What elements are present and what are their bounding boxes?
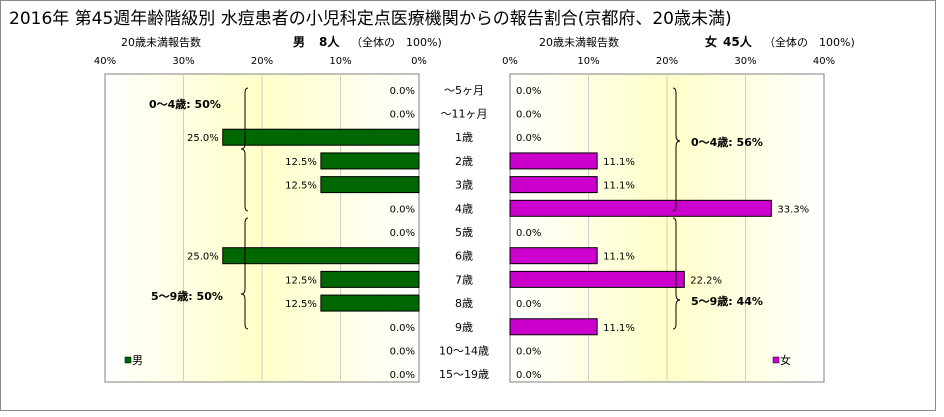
category-label: 6歳: [455, 250, 473, 263]
female-data-label: 33.3%: [777, 204, 809, 215]
male-legend-label: 男: [132, 354, 143, 367]
male-data-label: 25.0%: [187, 133, 219, 144]
male-data-label: 12.5%: [285, 181, 317, 192]
right-tick-label: 30%: [734, 56, 756, 67]
female-bar: [509, 247, 598, 265]
right-count-label: 45人: [723, 34, 753, 49]
male-data-label: 0.0%: [390, 110, 415, 121]
right-tick-label: 10%: [577, 56, 599, 67]
category-label: 7歳: [455, 273, 473, 286]
male-bar: [222, 247, 420, 265]
category-label: 2歳: [455, 155, 473, 168]
female-data-label: 0.0%: [516, 86, 541, 97]
right-annotation-5-9: 5～9歳: 44%: [691, 294, 763, 308]
category-label: 5歳: [455, 226, 473, 239]
male-data-label: 0.0%: [390, 346, 415, 357]
right-tick-label: 40%: [813, 56, 835, 67]
category-label: 15～19歳: [439, 368, 489, 381]
female-bar: [509, 270, 685, 288]
male-data-label: 0.0%: [390, 86, 415, 97]
female-bar: [509, 152, 598, 170]
right-annotation-0-4: 0～4歳: 56%: [691, 135, 763, 149]
category-label: ～5ヶ月: [444, 84, 484, 97]
category-label: 4歳: [455, 202, 473, 215]
left-count-label: 8人: [319, 34, 340, 49]
female-data-label: 11.1%: [603, 181, 635, 192]
male-data-label: 12.5%: [285, 299, 317, 310]
category-label: ～11ヶ月: [441, 108, 488, 121]
right-share-label: （全体の 100%): [764, 35, 855, 49]
female-bar: [509, 199, 772, 217]
female-data-label: 0.0%: [516, 370, 541, 381]
category-label: 1歳: [455, 131, 473, 144]
category-label: 3歳: [455, 179, 473, 192]
male-data-label: 12.5%: [285, 275, 317, 286]
left-brace-5-9: [240, 217, 249, 330]
chart-title: 2016年 第45週年齢階級別 水痘患者の小児科定点医療機関からの報告割合(京都…: [9, 9, 732, 29]
right-brace-5-9: [672, 217, 681, 330]
male-data-label: 25.0%: [187, 252, 219, 263]
female-bar: [509, 176, 598, 194]
right-brace-0-4: [672, 87, 681, 212]
left-sex-label: 男: [293, 35, 305, 49]
right-tick-label: 0%: [502, 56, 518, 67]
right-sex-label: 女: [705, 34, 717, 49]
male-bar: [222, 128, 420, 146]
right-tick-label: 20%: [656, 56, 678, 67]
left-caption: 20歳未満報告数: [121, 36, 201, 49]
male-data-label: 0.0%: [390, 204, 415, 215]
female-data-label: 11.1%: [603, 157, 635, 168]
left-annotation-5-9: 5～9歳: 50%: [151, 289, 223, 303]
left-annotation-0-4: 0～4歳: 50%: [149, 97, 221, 111]
female-legend-label: 女: [780, 353, 791, 367]
left-tick-label: 30%: [172, 56, 194, 67]
category-label: 9歳: [455, 321, 473, 334]
male-data-label: 0.0%: [390, 228, 415, 239]
male-legend-swatch: [124, 356, 132, 364]
left-tick-label: 20%: [251, 56, 273, 67]
female-data-label: 11.1%: [603, 252, 635, 263]
population-pyramid-chart: 20歳未満報告数 男 8人 （全体の 100%) 20歳未満報告数 女 45人 …: [94, 34, 855, 383]
female-data-label: 11.1%: [603, 323, 635, 334]
right-caption: 20歳未満報告数: [539, 36, 619, 49]
female-data-label: 0.0%: [516, 110, 541, 121]
male-bar: [320, 270, 420, 288]
chart-frame: 2016年 第45週年齢階級別 水痘患者の小児科定点医療機関からの報告割合(京都…: [0, 0, 936, 411]
female-data-label: 22.2%: [690, 275, 722, 286]
category-label: 10～14歳: [439, 344, 489, 357]
female-legend-swatch: [772, 356, 780, 364]
female-data-label: 0.0%: [516, 133, 541, 144]
female-bar: [509, 318, 598, 336]
left-share-label: （全体の 100%): [351, 35, 442, 49]
male-data-label: 12.5%: [285, 157, 317, 168]
category-label: 8歳: [455, 297, 473, 310]
left-brace-0-4: [240, 87, 249, 212]
male-bar: [320, 152, 420, 170]
left-tick-label: 10%: [329, 56, 351, 67]
male-data-label: 0.0%: [390, 370, 415, 381]
male-bar: [320, 294, 420, 312]
male-data-label: 0.0%: [390, 323, 415, 334]
male-bar: [320, 176, 420, 194]
female-data-label: 0.0%: [516, 228, 541, 239]
female-data-label: 0.0%: [516, 299, 541, 310]
left-tick-label: 40%: [94, 56, 116, 67]
left-tick-label: 0%: [411, 56, 427, 67]
female-data-label: 0.0%: [516, 346, 541, 357]
